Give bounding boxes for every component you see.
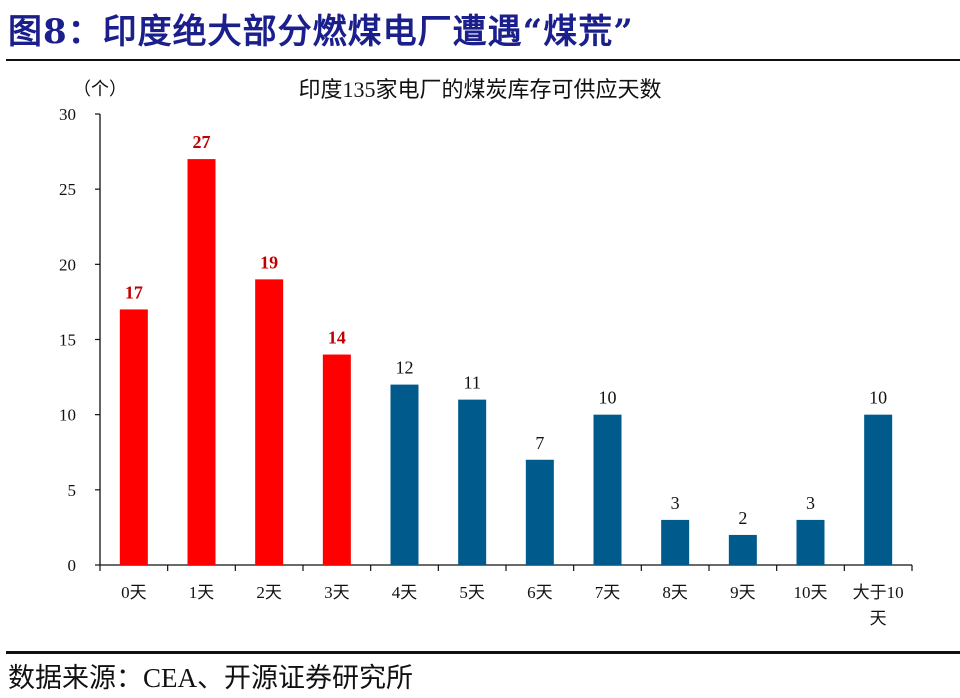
figure-title: 图8：印度绝大部分燃煤电厂遭遇“煤荒” bbox=[8, 12, 634, 52]
data-label: 14 bbox=[328, 328, 346, 348]
data-label: 19 bbox=[260, 252, 278, 272]
bar bbox=[255, 279, 284, 565]
data-label: 27 bbox=[193, 132, 211, 152]
x-tick-label: 4天 bbox=[392, 583, 418, 602]
bar bbox=[864, 414, 893, 565]
x-tick-label: 6天 bbox=[527, 583, 553, 602]
bar bbox=[322, 354, 351, 565]
y-tick-label: 5 bbox=[68, 481, 77, 500]
y-tick-label: 20 bbox=[59, 255, 76, 274]
x-tick-label: 1天 bbox=[189, 583, 215, 602]
data-label: 12 bbox=[396, 358, 414, 378]
bar bbox=[728, 534, 757, 565]
data-label: 3 bbox=[806, 493, 815, 513]
y-tick-label: 15 bbox=[59, 331, 76, 350]
x-tick-label: 5天 bbox=[459, 583, 485, 602]
y-tick-label: 30 bbox=[59, 105, 76, 124]
data-label: 10 bbox=[869, 388, 887, 408]
bar bbox=[187, 159, 216, 565]
y-axis-label: （个） bbox=[73, 79, 127, 99]
y-tick-label: 25 bbox=[59, 180, 76, 199]
top-divider bbox=[6, 59, 960, 61]
bar bbox=[796, 519, 825, 565]
bar bbox=[390, 384, 419, 565]
data-label: 11 bbox=[463, 373, 480, 393]
data-label: 10 bbox=[599, 388, 617, 408]
x-tick-label: 2天 bbox=[256, 583, 282, 602]
bar bbox=[593, 414, 622, 565]
x-tick-label: 大于10 天 bbox=[853, 583, 904, 628]
x-tick-label: 0天 bbox=[121, 583, 147, 602]
data-label: 7 bbox=[535, 433, 544, 453]
bar bbox=[119, 309, 148, 565]
bar bbox=[661, 519, 690, 565]
y-tick-label: 0 bbox=[68, 556, 77, 575]
chart-title: 印度135家电厂的煤炭库存可供应天数 bbox=[298, 77, 661, 102]
bar bbox=[458, 399, 487, 565]
bar bbox=[525, 459, 554, 565]
bar-chart: 印度135家电厂的煤炭库存可供应天数 （个） 0 5 10 15 20 25 30 0天 1天 2… bbox=[59, 77, 913, 628]
x-tick-label: 10天 bbox=[794, 583, 828, 602]
data-label: 2 bbox=[738, 508, 747, 528]
data-label: 17 bbox=[125, 282, 143, 302]
x-tick-label: 7天 bbox=[595, 583, 621, 602]
x-tick-label: 3天 bbox=[324, 583, 350, 602]
bottom-divider bbox=[6, 651, 960, 654]
source-note: 数据来源：CEA、开源证券研究所 bbox=[8, 663, 413, 693]
data-label: 3 bbox=[671, 493, 680, 513]
y-tick-label: 10 bbox=[59, 406, 76, 425]
x-tick-label: 9天 bbox=[730, 583, 756, 602]
x-tick-label: 8天 bbox=[662, 583, 688, 602]
